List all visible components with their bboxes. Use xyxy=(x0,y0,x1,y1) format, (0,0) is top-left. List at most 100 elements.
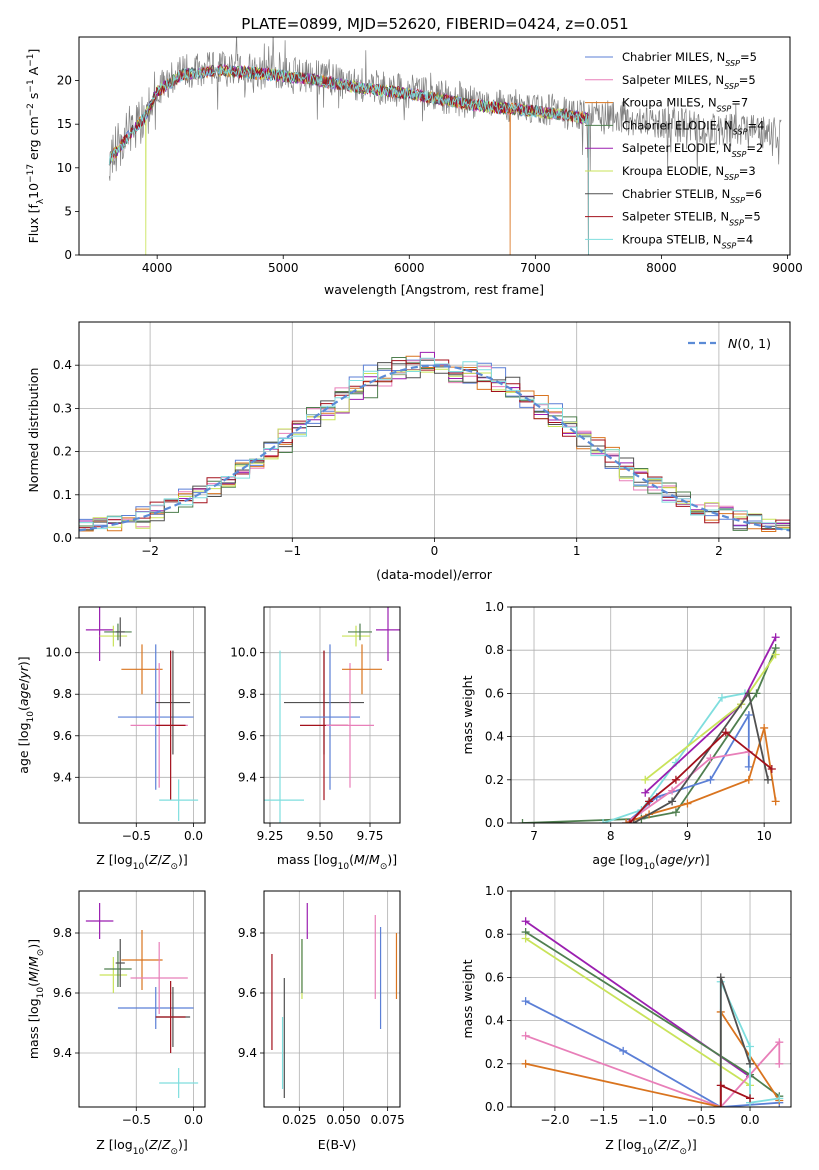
series-marker xyxy=(668,797,677,806)
y-tick-label: 0.2 xyxy=(485,1057,504,1071)
y-axis-label: age [log10(age/yr)] xyxy=(16,656,36,773)
series-marker xyxy=(622,819,631,823)
x-tick-label: 7000 xyxy=(520,261,551,275)
x-tick-label: 0.050 xyxy=(326,1113,360,1127)
x-tick-label: −1.5 xyxy=(589,1113,618,1127)
x-tick-label: 5000 xyxy=(268,261,299,275)
series-chabrier-miles xyxy=(622,711,753,823)
errorbar-kroupa-miles xyxy=(121,930,163,990)
y-axis-label: Flux [fλ10−17 erg cm−2 s−1 A−1] xyxy=(26,49,46,244)
series-marker xyxy=(775,1059,784,1068)
series-marker xyxy=(746,1042,755,1051)
axes-frame xyxy=(510,890,792,1108)
x-tick-label: −2 xyxy=(141,544,159,558)
series-marker xyxy=(641,775,650,784)
x-tick-label: 9.25 xyxy=(257,829,284,843)
series-salpeter-stelib xyxy=(625,728,776,823)
y-tick-label: 0.0 xyxy=(53,531,72,545)
x-tick-label: 9 xyxy=(684,829,692,843)
y-tick-label: 0.0 xyxy=(485,1100,504,1114)
errorbar-chabrier-elodie xyxy=(104,951,132,987)
y-tick-label: 0.0 xyxy=(485,816,504,830)
y-tick-label: 9.4 xyxy=(238,770,257,784)
legend-entry: Salpeter STELIB, NSSP=5 xyxy=(622,210,761,228)
x-tick-label: 6000 xyxy=(394,261,425,275)
errorbar-chabrier-miles xyxy=(117,644,194,790)
axes-frame xyxy=(78,606,206,824)
y-tick-label: 9.4 xyxy=(238,1046,257,1060)
y-axis-label: Normed distribution xyxy=(26,368,41,493)
x-tick-label: 0.0 xyxy=(184,829,203,843)
series-marker xyxy=(706,754,715,763)
y-tick-label: 15 xyxy=(57,117,72,131)
series-marker xyxy=(752,689,761,698)
y-tick-label: 9.8 xyxy=(53,687,72,701)
axes-mass-weight-vs-Z: −2.0 −1.5 −1.0 −0.5 0.0 0.0 0.2 0.4 0.6 0.8 1.0 Z [… xyxy=(460,884,792,1157)
y-tick-label: 9.4 xyxy=(53,770,72,784)
model-spectrum-chabrier-stelib xyxy=(108,63,589,255)
x-tick-label: 0.0 xyxy=(740,1113,759,1127)
series-marker xyxy=(599,819,608,823)
series-marker xyxy=(716,1081,725,1090)
series-marker xyxy=(629,819,638,823)
axes-age-vs-mass: 9.25 9.50 9.75 9.4 9.6 9.8 10.0 mass [log10(M/M… xyxy=(230,606,401,872)
series-marker xyxy=(716,973,725,982)
errorbar-salpeter-stelib xyxy=(155,981,186,1053)
x-axis-label: Z [log10(Z/Z⊙)] xyxy=(605,1137,697,1157)
x-tick-label: 0.025 xyxy=(282,1113,316,1127)
x-tick-label: 0 xyxy=(431,544,439,558)
series-marker xyxy=(771,633,780,642)
y-tick-label: 9.8 xyxy=(53,926,72,940)
series-marker xyxy=(763,775,772,784)
x-axis-label: mass [log10(M/M⊙)] xyxy=(277,852,397,872)
series-marker xyxy=(771,650,780,659)
y-tick-label: 9.4 xyxy=(53,1046,72,1060)
errorbar-salpeter-elodie xyxy=(376,607,400,661)
errorbar-chabrier-elodie xyxy=(348,623,372,641)
y-tick-label: 9.6 xyxy=(53,986,72,1000)
errorbar-kroupa-elodie xyxy=(342,625,370,647)
y-tick-label: 0.6 xyxy=(485,970,504,984)
series-marker xyxy=(521,917,530,926)
series-marker xyxy=(775,1038,784,1047)
y-tick-label: 0.8 xyxy=(485,927,504,941)
series-marker xyxy=(767,765,776,773)
series-marker xyxy=(671,775,680,784)
errorbar-kroupa-miles xyxy=(121,644,163,695)
series-marker xyxy=(641,788,650,797)
errorbar-kroupa-stelib xyxy=(264,650,304,823)
y-tick-label: 0.4 xyxy=(485,1014,504,1028)
x-tick-label: 10 xyxy=(757,829,772,843)
series-marker xyxy=(625,819,634,823)
series-marker xyxy=(721,728,730,737)
series-marker xyxy=(716,1103,725,1107)
series-marker xyxy=(706,775,715,784)
x-axis-label: (data-model)/error xyxy=(376,567,493,582)
x-tick-label: 1 xyxy=(573,544,581,558)
errorbar-chabrier-stelib xyxy=(115,617,125,647)
plot-area-mass-weight-vs-age xyxy=(518,633,780,823)
axes-residuals: −2 −1 0 1 2 0.0 0.1 0.2 0.3 0.4 N(0, 1) (data-model… xyxy=(26,321,791,582)
plot-area-age-vs-mass xyxy=(264,607,400,823)
model-spectrum-salpeter-miles xyxy=(108,64,589,255)
series-marker xyxy=(771,797,780,806)
y-tick-label: 0.6 xyxy=(485,686,504,700)
series-marker xyxy=(775,1094,784,1103)
x-tick-label: 4000 xyxy=(142,261,173,275)
legend-entry: Chabrier STELIB, NSSP=6 xyxy=(622,187,762,205)
model-spectrum-kroupa-miles xyxy=(108,64,589,255)
y-tick-label: 9.6 xyxy=(53,729,72,743)
axes-mass-vs-EBV: 0.025 0.050 0.075 9.4 9.6 9.8 E(B-V) xyxy=(238,890,405,1152)
series-marker xyxy=(744,711,753,719)
normal-curve xyxy=(79,364,790,532)
figure-title: PLATE=0899, MJD=52620, FIBERID=0424, z=0… xyxy=(241,15,628,33)
x-axis-label: Z [log10(Z/Z⊙)] xyxy=(96,1137,188,1157)
axes-mass-weight-vs-age: 7 8 9 10 0.0 0.2 0.4 0.6 0.8 1.0 age [log10(age/yr… xyxy=(460,600,792,872)
series-marker xyxy=(746,1094,755,1103)
legend-entry: Chabrier ELODIE, NSSP=4 xyxy=(622,118,764,136)
series-marker xyxy=(744,775,753,784)
y-tick-label: 1.0 xyxy=(485,884,504,898)
x-tick-label: 8 xyxy=(607,829,615,843)
y-tick-label: 9.6 xyxy=(238,729,257,743)
